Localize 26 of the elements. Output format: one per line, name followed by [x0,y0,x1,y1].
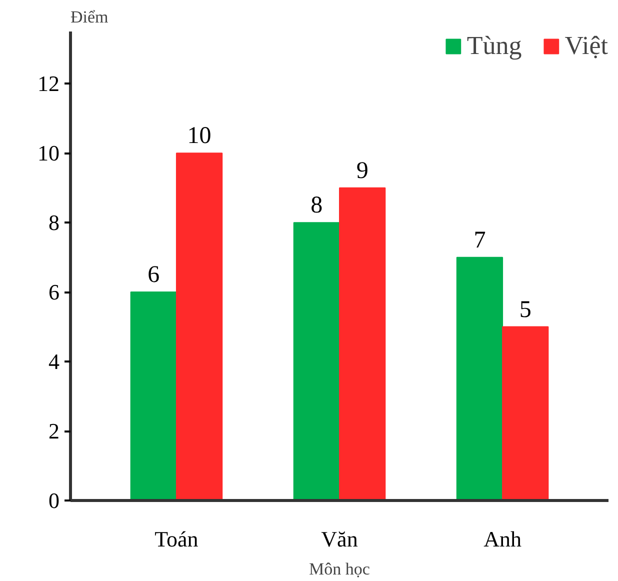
y-tick-label: 2 [48,418,60,444]
y-tick-label: 6 [48,280,60,305]
bar [502,326,549,500]
data-label: 6 [148,262,160,288]
data-label: 8 [310,192,323,219]
legend-label: Việt [564,31,608,61]
y-axis-title: Điểm [70,8,108,26]
bar [130,292,177,500]
bar [293,222,340,500]
x-tick-label: Văn [321,526,358,552]
legend-label: Tùng [466,31,522,61]
y-tick-label: 4 [48,349,60,374]
bar [456,256,504,500]
data-label: 5 [519,296,532,323]
y-tick-label: 12 [38,71,60,96]
y-tick-label: 10 [38,140,60,166]
x-tick-label: Anh [484,526,522,552]
bar [176,152,223,500]
data-label: 7 [474,227,486,254]
y-tick-label: 8 [48,210,60,236]
x-tick-label: Toán [154,526,198,552]
data-label: 10 [187,123,212,150]
y-tick-label: 0 [48,488,60,513]
data-label: 9 [356,158,368,184]
x-axis-title: Môn học [309,560,370,578]
bar [339,187,386,500]
